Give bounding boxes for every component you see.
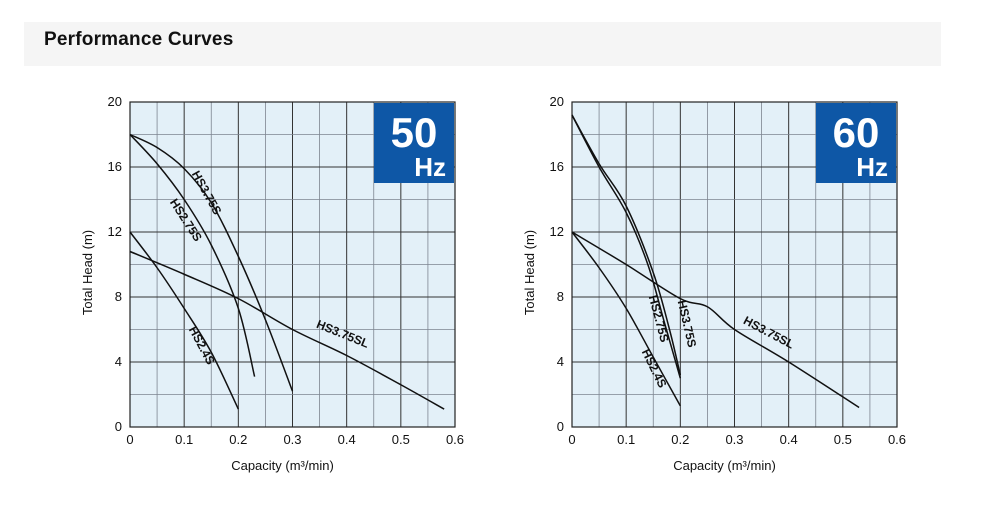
curve-hs2-75s (129, 133, 256, 377)
curve-hs3-75s (129, 133, 294, 392)
badge-background (374, 103, 454, 183)
x-tick-label: 0.6 (888, 432, 906, 447)
curve-hs2-75s (571, 114, 682, 379)
curve-hs2-4s (571, 231, 681, 407)
y-tick-label: 16 (550, 159, 564, 174)
tick-labels: 0 0.1 0.2 0.3 0.4 0.5 0.6 0 4 8 12 16 20 (550, 94, 907, 447)
x-tick-label: 0.2 (229, 432, 247, 447)
x-tick-label: 0.3 (283, 432, 301, 447)
y-axis-label: Total Head (m) (522, 230, 537, 315)
x-tick-label: 0.1 (617, 432, 635, 447)
x-tick-label: 0.5 (392, 432, 410, 447)
badge-unit: Hz (414, 152, 446, 182)
y-tick-label: 20 (108, 94, 122, 109)
curve-hs2-4s (129, 231, 240, 410)
plot-border (571, 101, 898, 428)
y-axis-label: Total Head (m) (80, 230, 95, 315)
y-tick-label: 0 (557, 419, 564, 434)
badge-unit: Hz (856, 152, 888, 182)
x-axis-label: Capacity (m³/min) (673, 458, 776, 473)
frequency-badge: 50 Hz (374, 103, 454, 183)
curve-hs3-75sl (129, 250, 445, 410)
frequency-badge: 60 Hz (816, 103, 896, 183)
x-tick-label: 0.1 (175, 432, 193, 447)
curve-hs3-75sl (571, 231, 860, 409)
y-tick-label: 8 (557, 289, 564, 304)
chart-50hz: 0 0.1 0.2 0.3 0.4 0.5 0.6 0 4 8 12 16 20 Capacity (m… (80, 94, 464, 473)
curve-hs3-75s (571, 114, 682, 376)
y-tick-label: 20 (550, 94, 564, 109)
grid (129, 101, 456, 428)
x-tick-label: 0.5 (834, 432, 852, 447)
plot-border (129, 101, 456, 428)
y-tick-label: 4 (115, 354, 122, 369)
y-tick-label: 0 (115, 419, 122, 434)
badge-background (816, 103, 896, 183)
x-tick-label: 0.6 (446, 432, 464, 447)
page-title: Performance Curves (44, 29, 234, 50)
badge-number: 60 (833, 109, 880, 156)
chart-60hz: 0 0.1 0.2 0.3 0.4 0.5 0.6 0 4 8 12 16 20 Capacity (m… (522, 94, 906, 473)
x-tick-label: 0.4 (338, 432, 356, 447)
x-tick-label: 0.2 (671, 432, 689, 447)
y-tick-label: 8 (115, 289, 122, 304)
x-axis-label: Capacity (m³/min) (231, 458, 334, 473)
x-tick-label: 0.3 (725, 432, 743, 447)
y-tick-label: 12 (550, 224, 564, 239)
badge-number: 50 (391, 109, 438, 156)
y-tick-label: 12 (108, 224, 122, 239)
x-tick-label: 0 (126, 432, 133, 447)
y-tick-label: 16 (108, 159, 122, 174)
x-tick-label: 0 (568, 432, 575, 447)
x-tick-label: 0.4 (780, 432, 798, 447)
tick-labels: 0 0.1 0.2 0.3 0.4 0.5 0.6 0 4 8 12 16 20 (108, 94, 465, 447)
header-bar: Performance Curves (24, 22, 941, 66)
y-tick-label: 4 (557, 354, 564, 369)
